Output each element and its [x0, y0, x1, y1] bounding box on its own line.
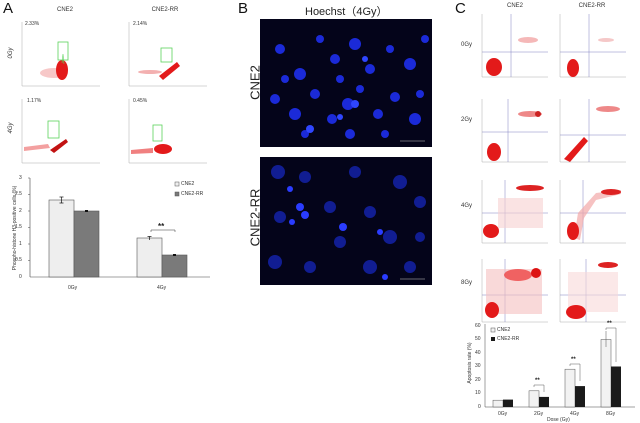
panel-a-pct-cne2-4gy: 1.17% [27, 98, 42, 104]
a-ytick-2-5: 2.5 [15, 191, 22, 197]
panel-b-image-cne2rr [260, 157, 432, 285]
a-legend-cne2rr: CNE2-RR [181, 191, 204, 197]
panel-a-letter: A [3, 0, 14, 17]
a-xtick-4gy: 4Gy [157, 285, 167, 291]
a-ytick-0-5: 0.5 [15, 257, 22, 263]
panel-c-col-cne2rr: CNE2-RR [578, 3, 606, 9]
panel-a-col-cne2-rr: CNE2-RR [151, 7, 179, 13]
panel-a-pct-cne2rr-4gy: 0.45% [133, 98, 148, 104]
panel-a-bar-chart: 3 2.5 2 1.5 1 0.5 0 Phospho-histone H3-p… [0, 170, 250, 300]
panel-a-flow-cne2-4gy [18, 95, 103, 167]
panel-a-flow-cne2-0gy [18, 18, 103, 90]
panel-c-flow-cne2-0gy [478, 12, 550, 82]
panel-a-pct-cne2-0gy: 2.33% [25, 21, 40, 27]
c-xlabel: Dose (Gy) [547, 417, 570, 423]
c-sig-4gy: ** [571, 357, 576, 363]
panel-c-letter: C [455, 0, 466, 17]
panel-b-title: Hoechst（4Gy） [305, 6, 388, 18]
panel-c-row-4gy: 4Gy [461, 203, 473, 209]
c-ytick-10: 10 [475, 390, 481, 396]
c-xtick-2gy: 2Gy [534, 411, 544, 417]
panel-c-flow-cne2-2gy [478, 97, 550, 167]
c-sig-2gy: ** [535, 378, 540, 384]
c-sig-8gy: ** [607, 321, 612, 327]
panel-a-row-4gy: 4Gy [8, 122, 14, 134]
a-legend-cne2: CNE2 [181, 181, 195, 187]
a-ytick-2: 2 [19, 208, 22, 214]
panel-c-flow-cne2rr-8gy [556, 257, 628, 327]
c-ytick-20: 20 [475, 377, 481, 383]
a-significance: ** [158, 222, 165, 231]
c-legend-cne2rr: CNE2-RR [497, 336, 520, 342]
panel-c-row-0gy: 0Gy [461, 42, 473, 48]
c-xtick-8gy: 8Gy [606, 411, 616, 417]
panel-b-letter: B [238, 0, 249, 17]
c-ytick-0: 0 [478, 404, 481, 410]
panel-b-image-cne2 [260, 19, 432, 147]
panel-c-flow-cne2rr-4gy [556, 178, 628, 248]
c-ytick-30: 30 [475, 363, 481, 369]
panel-c-flow-cne2rr-2gy [556, 97, 628, 167]
panel-a-flow-cne2rr-0gy [125, 18, 210, 90]
panel-a-flow-cne2rr-4gy [125, 95, 210, 167]
c-ytick-50: 50 [475, 336, 481, 342]
a-ytick-1: 1 [19, 241, 22, 247]
panel-a-col-cne2: CNE2 [56, 7, 73, 13]
a-ytick-0: 0 [19, 274, 22, 280]
panel-c-bar-chart: 60 50 40 30 20 10 0 Apoptosis rate (%) 0… [455, 318, 640, 423]
c-ytick-40: 40 [475, 350, 481, 356]
a-ytick-1-5: 1.5 [15, 224, 22, 230]
panel-a-row-0gy: 0Gy [8, 47, 14, 59]
a-ylabel: Phospho-histone H3-positive cells (%) [12, 185, 18, 271]
c-xtick-4gy: 4Gy [570, 411, 580, 417]
panel-a-pct-cne2rr-0gy: 2.14% [133, 21, 148, 27]
panel-c-flow-cne2rr-0gy [556, 12, 628, 82]
c-xtick-0gy: 0Gy [498, 411, 508, 417]
a-xtick-0gy: 0Gy [68, 285, 78, 291]
c-ytick-60: 60 [475, 323, 481, 329]
a-ytick-3: 3 [19, 175, 22, 181]
c-legend-cne2: CNE2 [497, 327, 511, 333]
panel-c-row-2gy: 2Gy [461, 117, 473, 123]
panel-c-col-cne2: CNE2 [506, 3, 523, 9]
panel-c-flow-cne2-4gy [478, 178, 550, 248]
panel-c-row-8gy: 8Gy [461, 280, 473, 286]
panel-c-flow-cne2-8gy [478, 257, 550, 327]
c-ylabel: Apoptosis rate (%) [467, 342, 473, 384]
